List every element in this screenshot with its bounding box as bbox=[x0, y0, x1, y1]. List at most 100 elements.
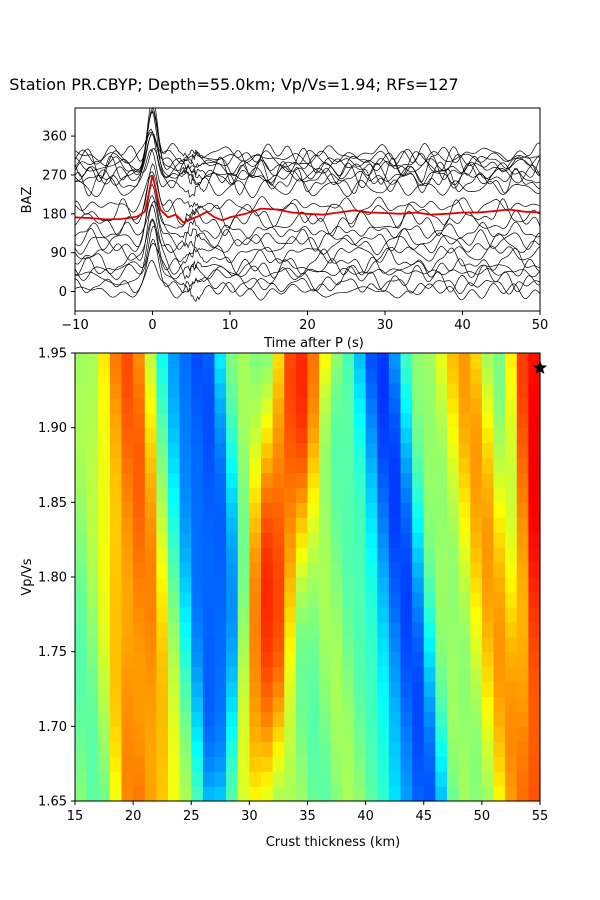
heatmap-cell bbox=[354, 577, 367, 593]
heatmap-cell bbox=[307, 353, 320, 369]
heatmap-cell bbox=[168, 711, 181, 727]
heatmap-cell bbox=[249, 577, 262, 593]
heatmap-cell bbox=[307, 711, 320, 727]
heatmap-cell bbox=[261, 621, 274, 638]
heatmap-cell bbox=[284, 353, 297, 369]
heatmap-cell bbox=[98, 771, 111, 787]
heatmap-cell bbox=[458, 382, 471, 399]
x-tick-label: 40 bbox=[357, 809, 374, 824]
heatmap-cell bbox=[447, 577, 460, 593]
heatmap-cell bbox=[98, 547, 111, 563]
heatmap-cell bbox=[365, 517, 378, 533]
heatmap-cell bbox=[481, 726, 495, 742]
heatmap-cell bbox=[121, 606, 134, 623]
heatmap-cell bbox=[98, 591, 111, 608]
heatmap-cell bbox=[365, 577, 378, 593]
heatmap-cell bbox=[214, 696, 227, 712]
heatmap-cell bbox=[435, 487, 448, 503]
heatmap-cell bbox=[284, 442, 297, 459]
heatmap-cell bbox=[226, 651, 239, 668]
heatmap-cell bbox=[272, 756, 285, 772]
heatmap-cell bbox=[98, 621, 111, 638]
heatmap-cell bbox=[98, 636, 111, 653]
heatmap-cell bbox=[423, 666, 436, 683]
heatmap-cell bbox=[168, 442, 181, 459]
heatmap-cell bbox=[365, 756, 378, 772]
heatmap-cell bbox=[75, 606, 88, 623]
heatmap-cell bbox=[470, 696, 483, 712]
heatmap-cell bbox=[365, 427, 378, 444]
heatmap-cell bbox=[505, 442, 518, 459]
heatmap-cell bbox=[435, 367, 448, 384]
heatmap-cell bbox=[121, 412, 134, 429]
heatmap-cell bbox=[272, 487, 285, 503]
rf-trace bbox=[75, 260, 540, 303]
heatmap-cell bbox=[365, 771, 378, 787]
heatmap-cell bbox=[342, 696, 355, 712]
heatmap-cell bbox=[493, 711, 506, 727]
heatmap-cell bbox=[179, 502, 192, 518]
heatmap-cell bbox=[295, 681, 309, 698]
heatmap-cell bbox=[354, 412, 367, 429]
heatmap-cell bbox=[272, 591, 285, 608]
heatmap-cell bbox=[284, 591, 297, 608]
heatmap-cell bbox=[295, 786, 309, 802]
heatmap-cell bbox=[493, 577, 506, 593]
heatmap-cell bbox=[342, 741, 355, 757]
heatmap-cell bbox=[226, 562, 239, 578]
heatmap-cell bbox=[423, 756, 436, 772]
heatmap-cell bbox=[133, 786, 146, 802]
heatmap-cell bbox=[377, 741, 390, 757]
heatmap-cell bbox=[156, 591, 169, 608]
heatmap-cell bbox=[342, 562, 355, 578]
heatmap-cell bbox=[481, 696, 495, 712]
heatmap-cell bbox=[133, 666, 146, 683]
heatmap-cell bbox=[377, 666, 390, 683]
heatmap-cell bbox=[86, 457, 99, 474]
heatmap-cell bbox=[342, 502, 355, 518]
heatmap-cell bbox=[388, 681, 402, 698]
heatmap-cell bbox=[516, 636, 529, 653]
heatmap-cell bbox=[365, 457, 378, 474]
heatmap-cell bbox=[423, 726, 436, 742]
heatmap-cell bbox=[121, 562, 134, 578]
heatmap-cell bbox=[435, 696, 448, 712]
heatmap-cell bbox=[121, 577, 134, 593]
heatmap-cell bbox=[423, 367, 436, 384]
heatmap-cell bbox=[133, 457, 146, 474]
heatmap-cell bbox=[528, 651, 541, 668]
heatmap-cell bbox=[470, 427, 483, 444]
heatmap-cell bbox=[400, 397, 413, 414]
heatmap-cell bbox=[272, 621, 285, 638]
heatmap-cell bbox=[458, 517, 471, 533]
heatmap-cell bbox=[249, 427, 262, 444]
heatmap-cell bbox=[458, 562, 471, 578]
heatmap-cell bbox=[400, 577, 413, 593]
heatmap-cell bbox=[226, 353, 239, 369]
heatmap-cell bbox=[202, 771, 216, 787]
heatmap-cell bbox=[319, 786, 332, 802]
heatmap-cell bbox=[470, 472, 483, 488]
heatmap-cell bbox=[202, 606, 216, 623]
heatmap-cell bbox=[447, 367, 460, 384]
heatmap-cell bbox=[156, 771, 169, 787]
heatmap-cell bbox=[447, 412, 460, 429]
heatmap-cell bbox=[75, 487, 88, 503]
heatmap-cell bbox=[423, 786, 436, 802]
heatmap-cell bbox=[354, 517, 367, 533]
rf-trace bbox=[75, 184, 540, 252]
heatmap-cell bbox=[481, 353, 495, 369]
heatmap-cell bbox=[342, 591, 355, 608]
heatmap-cell bbox=[202, 502, 216, 518]
heatmap-cell bbox=[412, 696, 425, 712]
heatmap-cell bbox=[516, 502, 529, 518]
heatmap-cell bbox=[319, 562, 332, 578]
heatmap-cell bbox=[179, 711, 192, 727]
heatmap-cell bbox=[516, 562, 529, 578]
heatmap-cell bbox=[354, 636, 367, 653]
heatmap-cell bbox=[133, 771, 146, 787]
heatmap-cell bbox=[354, 427, 367, 444]
heatmap-cell bbox=[272, 412, 285, 429]
heatmap-cell bbox=[470, 382, 483, 399]
heatmap-cell bbox=[412, 741, 425, 757]
